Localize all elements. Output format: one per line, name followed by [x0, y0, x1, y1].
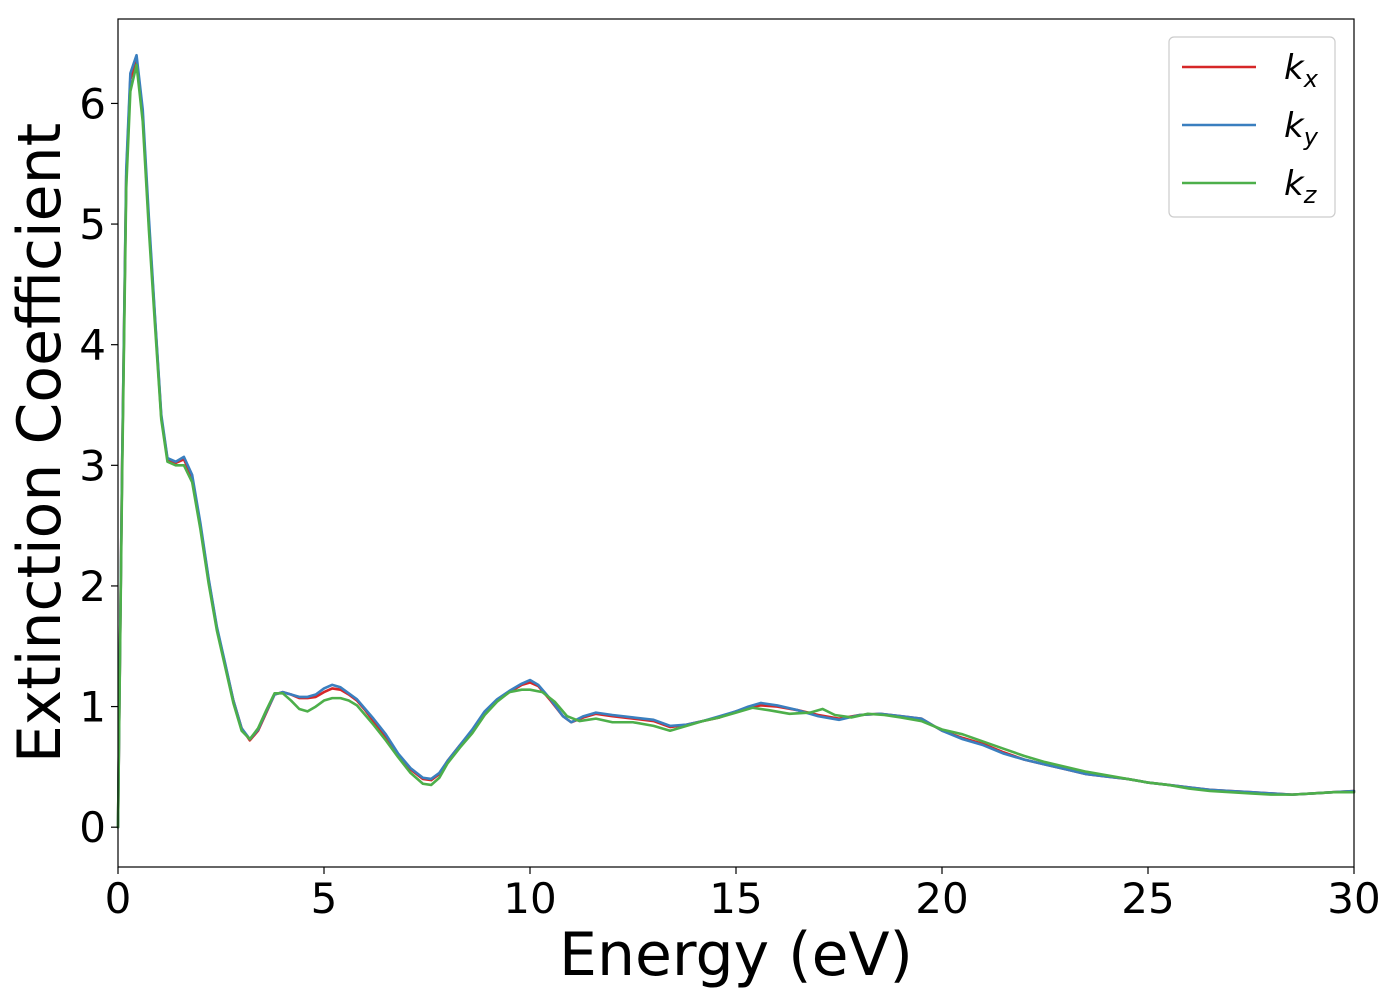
legend-label-subscript: z	[1303, 181, 1318, 209]
y-tick-label: 6	[79, 79, 106, 128]
x-tick-label: 15	[709, 874, 762, 923]
x-axis-ticks: 0 5 10 15 20 25 30	[105, 867, 1381, 923]
legend-label-subscript: x	[1303, 65, 1319, 93]
legend-label-y: ky	[1284, 106, 1319, 151]
x-tick-label: 5	[311, 874, 338, 923]
x-tick-label: 20	[915, 874, 968, 923]
x-tick-label: 25	[1121, 874, 1174, 923]
legend-label-main: k	[1284, 48, 1305, 88]
legend-label-subscript: y	[1303, 123, 1319, 151]
legend-box	[1168, 36, 1336, 218]
legend-label-main: k	[1284, 106, 1305, 146]
legend-label-main: k	[1284, 164, 1305, 204]
y-tick-label: 3	[79, 441, 106, 490]
legend-label-z: kz	[1284, 164, 1318, 209]
series-line-z	[116, 63, 1356, 829]
y-tick-label: 4	[79, 321, 106, 370]
y-tick-label: 1	[79, 683, 106, 732]
y-axis-ticks: 0 1 2 3 4 5 6	[79, 79, 118, 852]
legend-label-x: kx	[1284, 48, 1319, 93]
y-tick-label: 5	[79, 200, 106, 249]
x-tick-label: 10	[503, 874, 556, 923]
plot-lines	[116, 53, 1356, 829]
y-axis-title: Extinction Coefficient	[5, 123, 75, 763]
x-tick-label: 0	[105, 874, 132, 923]
y-tick-label: 0	[79, 803, 106, 852]
x-axis-title: Energy (eV)	[559, 920, 913, 990]
y-tick-label: 2	[79, 562, 106, 611]
x-tick-label: 30	[1327, 874, 1380, 923]
